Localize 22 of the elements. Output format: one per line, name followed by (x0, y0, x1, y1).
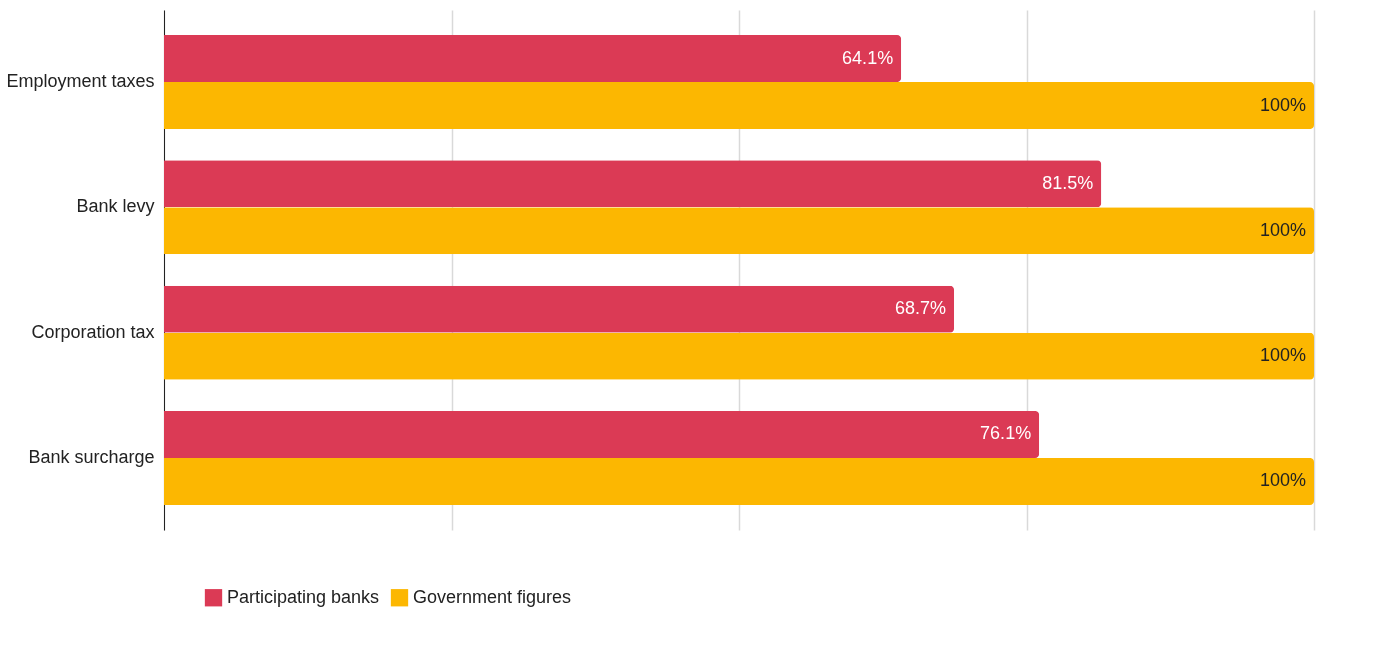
bar (164, 332, 1314, 380)
data-label: 68.7% (895, 298, 947, 319)
y-tick-label: Bank surcharge (28, 446, 155, 467)
data-label: 64.1% (842, 47, 894, 68)
data-label: 100% (1259, 470, 1306, 491)
y-tick-label: Employment taxes (6, 71, 155, 92)
data-label: 100% (1259, 219, 1306, 240)
bar (164, 207, 1314, 255)
data-label: 100% (1259, 94, 1306, 115)
bar (164, 410, 1040, 458)
legend-label: Participating banks (227, 586, 380, 607)
data-label: 81.5% (1042, 172, 1094, 193)
legend-label: Government figures (413, 586, 572, 607)
bar (164, 35, 902, 83)
bar (164, 82, 1314, 130)
y-tick-label: Bank levy (76, 196, 155, 217)
bar (164, 160, 1102, 208)
bar (164, 285, 955, 333)
bar (164, 457, 1314, 505)
data-label: 76.1% (980, 423, 1032, 444)
y-tick-label: Corporation tax (31, 321, 155, 342)
data-label: 100% (1259, 345, 1306, 366)
